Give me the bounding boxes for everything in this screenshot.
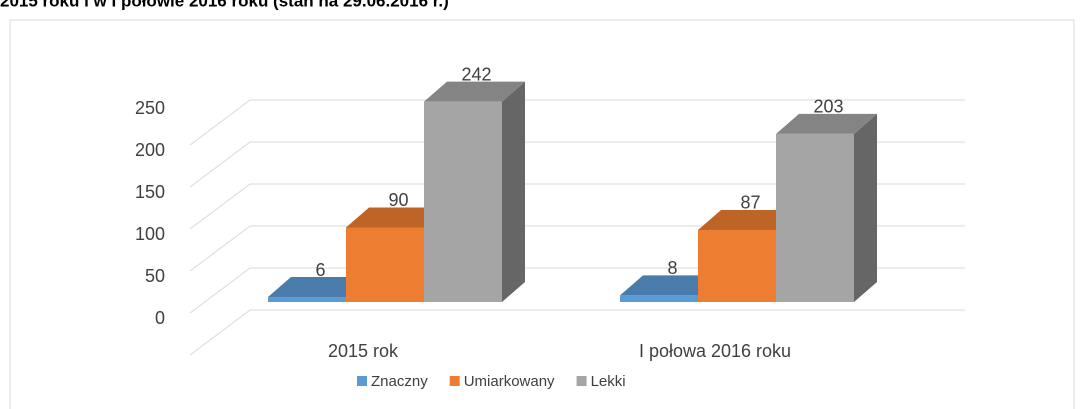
legend-label: Umiarkowany bbox=[464, 373, 555, 390]
y-tick-label: 100 bbox=[135, 224, 165, 244]
grid-line bbox=[189, 267, 251, 314]
y-tick-label: 200 bbox=[135, 140, 165, 160]
data-label: 8 bbox=[667, 258, 677, 278]
bar-top bbox=[424, 81, 525, 102]
legend-label: Lekki bbox=[591, 373, 626, 390]
data-label: 90 bbox=[388, 190, 408, 210]
y-tick-label: 250 bbox=[135, 98, 165, 118]
bar bbox=[776, 113, 877, 302]
x-tick-label: 2015 rok bbox=[328, 341, 399, 361]
grid-line bbox=[189, 183, 251, 230]
legend-swatch bbox=[357, 376, 367, 386]
x-tick-label: I połowa 2016 roku bbox=[639, 341, 791, 361]
bar-front bbox=[346, 227, 424, 302]
bar-side bbox=[854, 113, 877, 302]
y-tick-label: 150 bbox=[135, 182, 165, 202]
data-label: 242 bbox=[461, 64, 491, 84]
bar-side bbox=[502, 81, 525, 303]
grid-line bbox=[189, 141, 251, 188]
bar-front bbox=[776, 133, 854, 302]
y-tick-label: 0 bbox=[155, 308, 165, 328]
grid-line bbox=[189, 99, 251, 146]
bar-top bbox=[698, 209, 799, 230]
data-label: 203 bbox=[813, 97, 843, 117]
bar-top bbox=[620, 275, 721, 296]
legend: Znaczny Umiarkowany Lekki bbox=[357, 373, 626, 390]
legend-swatch bbox=[449, 376, 460, 386]
bar-front bbox=[620, 295, 698, 302]
data-label: 87 bbox=[740, 193, 760, 213]
chart-frame bbox=[9, 19, 1075, 409]
data-label: 6 bbox=[315, 260, 325, 280]
bar-front bbox=[268, 297, 346, 302]
grid-line bbox=[189, 309, 251, 356]
bar bbox=[424, 81, 525, 303]
bar-top bbox=[776, 113, 877, 134]
legend-label: Znaczny bbox=[371, 373, 428, 390]
bar-front bbox=[698, 229, 776, 302]
y-tick-label: 50 bbox=[145, 266, 165, 286]
chart-title: 2015 roku i w I połowie 2016 roku (stan … bbox=[0, 0, 449, 10]
bar-front bbox=[424, 101, 502, 303]
bar-top bbox=[346, 207, 447, 228]
grid-line bbox=[189, 225, 251, 272]
bar-top bbox=[268, 277, 369, 298]
legend-swatch bbox=[576, 376, 587, 386]
